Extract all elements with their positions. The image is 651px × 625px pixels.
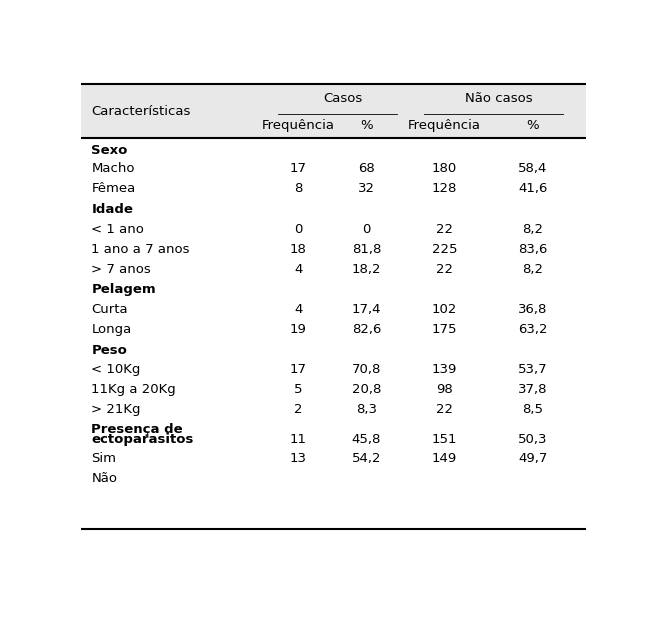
Text: 8,3: 8,3 — [356, 402, 377, 416]
Text: Frequência: Frequência — [262, 119, 335, 132]
Text: 1 ano a 7 anos: 1 ano a 7 anos — [91, 243, 190, 256]
Text: 8: 8 — [294, 182, 303, 196]
Text: 11Kg a 20Kg: 11Kg a 20Kg — [91, 382, 176, 396]
Text: Sexo: Sexo — [91, 144, 128, 157]
Text: Peso: Peso — [91, 344, 128, 357]
Text: 180: 180 — [432, 162, 457, 176]
Text: 32: 32 — [358, 182, 375, 196]
Text: 4: 4 — [294, 263, 303, 276]
Text: 22: 22 — [436, 402, 453, 416]
Text: 58,4: 58,4 — [518, 162, 547, 176]
Text: 0: 0 — [294, 223, 303, 236]
Text: 82,6: 82,6 — [352, 323, 381, 336]
Text: Curta: Curta — [91, 303, 128, 316]
Text: Idade: Idade — [91, 203, 133, 216]
Text: 20,8: 20,8 — [352, 382, 381, 396]
FancyBboxPatch shape — [81, 84, 586, 138]
Text: 17: 17 — [290, 363, 307, 376]
Text: 22: 22 — [436, 223, 453, 236]
Text: > 7 anos: > 7 anos — [91, 263, 151, 276]
Text: 11: 11 — [290, 432, 307, 446]
Text: Sim: Sim — [91, 452, 117, 465]
Text: 0: 0 — [362, 223, 370, 236]
Text: 17: 17 — [290, 162, 307, 176]
Text: 8,5: 8,5 — [522, 402, 544, 416]
Text: 70,8: 70,8 — [352, 363, 381, 376]
Text: 81,8: 81,8 — [352, 243, 381, 256]
Text: Fêmea: Fêmea — [91, 182, 135, 196]
Text: 54,2: 54,2 — [352, 452, 381, 465]
Text: 41,6: 41,6 — [518, 182, 547, 196]
Text: < 1 ano: < 1 ano — [91, 223, 145, 236]
Text: 18,2: 18,2 — [352, 263, 381, 276]
Text: > 21Kg: > 21Kg — [91, 402, 141, 416]
Text: 50,3: 50,3 — [518, 432, 547, 446]
Text: Não: Não — [91, 472, 117, 485]
Text: 102: 102 — [432, 303, 457, 316]
Text: %: % — [360, 119, 373, 132]
Text: ectoparasitos: ectoparasitos — [91, 432, 194, 446]
Text: 139: 139 — [432, 363, 457, 376]
Text: 149: 149 — [432, 452, 457, 465]
Text: 53,7: 53,7 — [518, 363, 547, 376]
Text: Características: Características — [91, 105, 191, 118]
Text: Pelagem: Pelagem — [91, 283, 156, 296]
Text: 13: 13 — [290, 452, 307, 465]
Text: 17,4: 17,4 — [352, 303, 381, 316]
Text: Presença de: Presença de — [91, 422, 183, 436]
Text: 8,2: 8,2 — [522, 263, 544, 276]
Text: 128: 128 — [432, 182, 457, 196]
Text: Não casos: Não casos — [465, 92, 533, 104]
Text: 22: 22 — [436, 263, 453, 276]
Text: Frequência: Frequência — [408, 119, 481, 132]
Text: 4: 4 — [294, 303, 303, 316]
Text: 5: 5 — [294, 382, 303, 396]
Text: Casos: Casos — [323, 92, 362, 104]
Text: 36,8: 36,8 — [518, 303, 547, 316]
Text: 8,2: 8,2 — [522, 223, 544, 236]
Text: 225: 225 — [432, 243, 458, 256]
Text: 37,8: 37,8 — [518, 382, 547, 396]
Text: 151: 151 — [432, 432, 458, 446]
Text: Macho: Macho — [91, 162, 135, 176]
Text: 63,2: 63,2 — [518, 323, 547, 336]
Text: < 10Kg: < 10Kg — [91, 363, 141, 376]
Text: 45,8: 45,8 — [352, 432, 381, 446]
Text: 98: 98 — [436, 382, 453, 396]
Text: 68: 68 — [358, 162, 375, 176]
Text: 19: 19 — [290, 323, 307, 336]
Text: 175: 175 — [432, 323, 458, 336]
Text: %: % — [527, 119, 539, 132]
Text: 2: 2 — [294, 402, 303, 416]
Text: 49,7: 49,7 — [518, 452, 547, 465]
Text: Longa: Longa — [91, 323, 132, 336]
Text: 18: 18 — [290, 243, 307, 256]
Text: 83,6: 83,6 — [518, 243, 547, 256]
